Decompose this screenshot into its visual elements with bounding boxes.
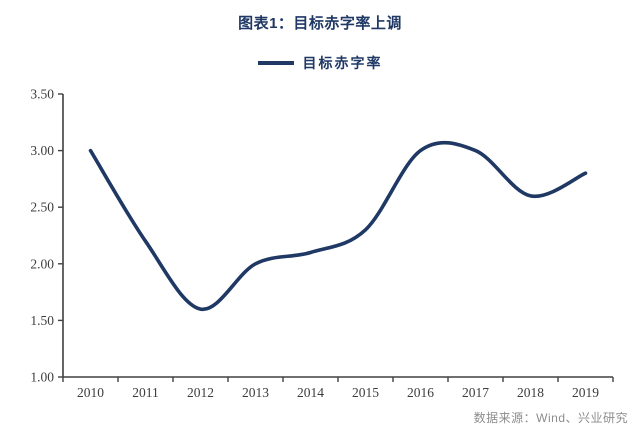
legend-line-icon: [257, 61, 294, 65]
y-tick-label: 1.00: [30, 370, 54, 385]
x-tick-label: 2017: [462, 385, 489, 400]
x-tick-label: 2018: [517, 385, 544, 400]
series-line: [88, 141, 588, 311]
source-note: 数据来源：Wind、兴业研究: [473, 411, 628, 425]
y-tick-label: 3.00: [30, 143, 54, 158]
chart-title: 图表1：目标赤字率上调: [238, 15, 402, 32]
x-tick-label: 2012: [187, 385, 214, 400]
x-tick-label: 2015: [352, 385, 379, 400]
y-tick-label: 3.50: [30, 87, 54, 102]
y-tick-label: 2.50: [30, 200, 54, 215]
legend: 目标赤字率: [0, 53, 640, 73]
x-tick-label: 2019: [572, 385, 599, 400]
y-tick-label: 1.50: [30, 313, 54, 328]
x-tick-label: 2016: [407, 385, 434, 400]
x-tick-label: 2010: [77, 385, 104, 400]
x-tick-label: 2011: [132, 385, 159, 400]
x-tick-label: 2013: [242, 385, 269, 400]
legend-label: 目标赤字率: [302, 57, 383, 72]
x-tick-label: 2014: [297, 385, 324, 400]
y-tick-label: 2.00: [30, 256, 54, 271]
